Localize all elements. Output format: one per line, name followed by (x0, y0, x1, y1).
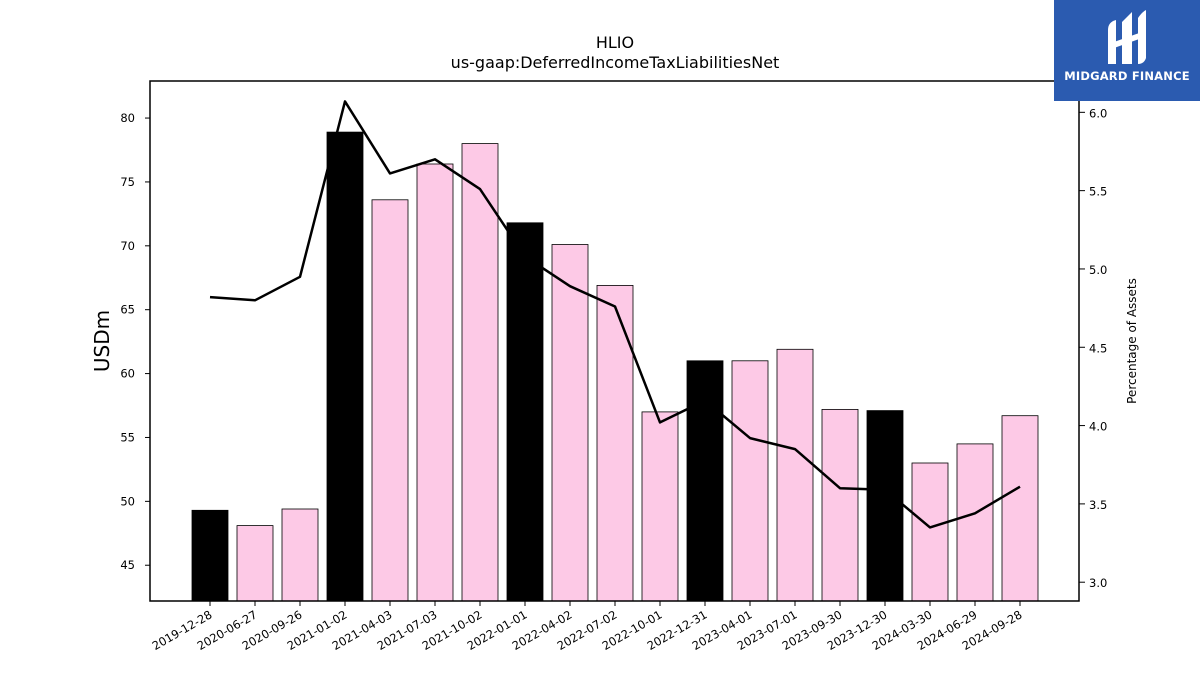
y-right-tick-label-4.5: 4.5 (1089, 341, 1107, 355)
y-right-tick-label-3.5: 3.5 (1089, 498, 1107, 512)
bar-2021-04-03 (371, 199, 409, 602)
bar-2022-10-01 (641, 411, 679, 602)
chart-title: HLIO (596, 33, 634, 52)
y-tick-label-60: 60 (120, 367, 135, 381)
line-group (209, 100, 1021, 529)
y-tick-label-80: 80 (120, 111, 135, 125)
y-right-tick-label-6: 6.0 (1089, 106, 1107, 120)
midgard-finance-logo: MIDGARD FINANCE (1054, 0, 1200, 101)
bar-2022-07-02 (596, 284, 634, 602)
bar-2019-12-28 (191, 509, 229, 602)
y-tick-label-55: 55 (120, 430, 135, 444)
bar-2021-01-02 (326, 131, 364, 602)
bar-2022-04-02 (551, 244, 589, 602)
bars-group (191, 131, 1039, 602)
bar-2021-07-03 (416, 163, 454, 602)
bar-2020-06-27 (236, 525, 274, 602)
y-tick-label-50: 50 (120, 494, 135, 508)
midgard-logo-icon (1108, 10, 1146, 64)
y-right-tick-label-3: 3.0 (1089, 576, 1107, 590)
y-right-tick-label-5: 5.0 (1089, 263, 1107, 277)
y-right-tick-label-5.5: 5.5 (1089, 185, 1107, 199)
bar-2020-09-26 (281, 508, 319, 602)
chart-subtitle: us-gaap:DeferredIncomeTaxLiabilitiesNet (451, 53, 780, 72)
y-axis-right: 3.0 3.5 4.0 4.5 5.0 5.5 6.0 (1079, 106, 1107, 590)
bar-2022-01-01 (506, 222, 544, 602)
logo-text: MIDGARD FINANCE (1064, 69, 1190, 83)
y-right-tick-label-4: 4.0 (1089, 420, 1107, 434)
bar-2024-03-30 (911, 462, 949, 602)
bar-2023-04-01 (731, 360, 769, 602)
y-axis-left: 45 50 55 60 65 70 75 80 (120, 111, 150, 572)
y-tick-label-70: 70 (120, 239, 135, 253)
bar-2022-12-31 (686, 360, 724, 602)
y-axis-label-left: USDm (90, 310, 114, 372)
bar-2024-06-29 (956, 443, 994, 602)
y-tick-label-75: 75 (120, 175, 135, 189)
bar-2023-07-01 (776, 348, 814, 602)
bar-2024-09-28 (1001, 415, 1039, 602)
bar-2023-12-30 (866, 410, 904, 602)
y-tick-label-65: 65 (120, 303, 135, 317)
x-axis: 2019-12-282020-06-272020-09-262021-01-02… (150, 601, 1025, 653)
y-axis-label-right: Percentage of Assets (1125, 278, 1139, 404)
bar-2023-09-30 (821, 408, 859, 602)
bar-2021-10-02 (461, 143, 499, 602)
y-tick-label-45: 45 (120, 558, 135, 572)
